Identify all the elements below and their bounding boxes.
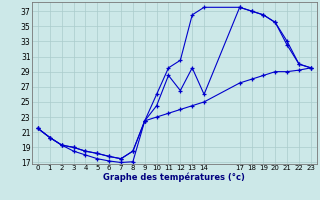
- X-axis label: Graphe des températures (°c): Graphe des températures (°c): [103, 173, 245, 182]
